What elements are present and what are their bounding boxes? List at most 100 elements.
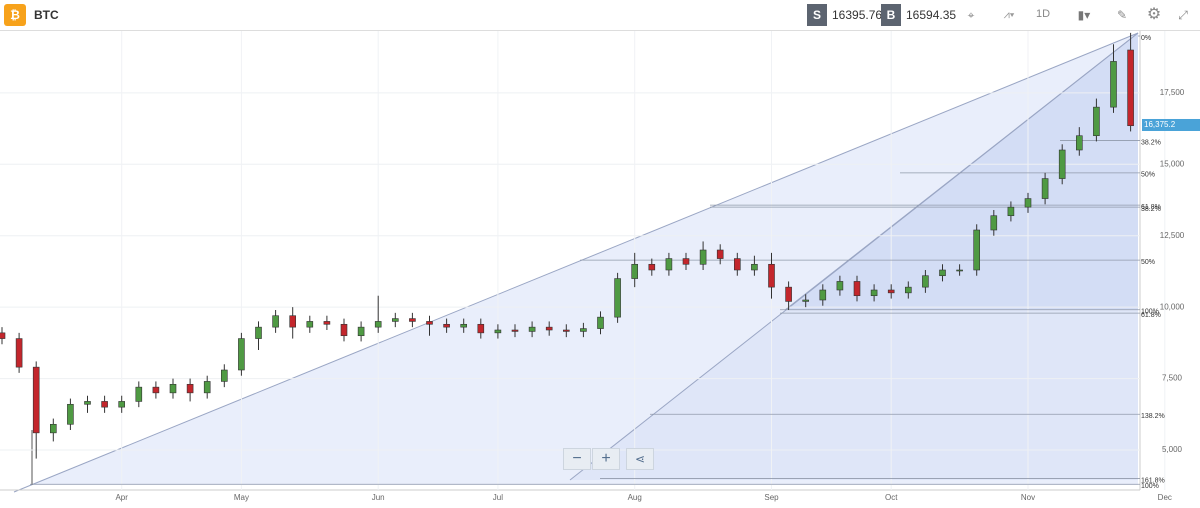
candle-body bbox=[939, 269, 946, 277]
x-tick-label: Oct bbox=[885, 493, 898, 502]
candle-body bbox=[1076, 135, 1083, 151]
fib-label: 61.8% bbox=[1141, 312, 1161, 319]
interval[interactable]: 1D bbox=[1036, 8, 1051, 20]
coin-icon: ₿ bbox=[4, 4, 26, 26]
fib bbox=[30, 35, 1140, 485]
candle-body bbox=[84, 401, 91, 405]
zoom-out-button[interactable]: − bbox=[563, 448, 591, 470]
candle-body bbox=[597, 316, 604, 329]
candle-body bbox=[751, 263, 758, 271]
candle-body bbox=[135, 386, 143, 402]
sell-price[interactable]: 16395.76 bbox=[832, 8, 883, 22]
share-button[interactable]: ⋖ bbox=[626, 448, 654, 470]
candle-body bbox=[819, 289, 827, 301]
fib-label: 161.8% bbox=[1141, 477, 1165, 484]
fib-label: 138.2% bbox=[1141, 413, 1165, 420]
x-tick-label: Jul bbox=[493, 493, 503, 502]
fib-label: 38.2% bbox=[1141, 206, 1161, 213]
x-tick-label: Dec bbox=[1158, 493, 1172, 502]
candle-body bbox=[391, 318, 399, 322]
candle-body bbox=[665, 258, 673, 271]
fib-label: 0% bbox=[1141, 35, 1151, 42]
candle-body bbox=[460, 323, 468, 328]
fib-label: 61.8% bbox=[1141, 204, 1161, 211]
candle-body bbox=[357, 326, 365, 337]
candle-body bbox=[802, 299, 810, 302]
candle-body bbox=[631, 263, 639, 279]
candle-body bbox=[238, 338, 245, 371]
candle-body bbox=[374, 321, 382, 328]
candle-body bbox=[956, 269, 963, 272]
candle-body bbox=[1110, 61, 1117, 108]
zoom-in-button[interactable]: + bbox=[592, 448, 620, 470]
candle-body bbox=[0, 332, 6, 339]
candles bbox=[0, 32, 1134, 459]
x-tick-label: Jun bbox=[372, 493, 385, 502]
candle-body bbox=[67, 403, 74, 425]
sell-label[interactable]: S bbox=[807, 4, 827, 26]
candle-body bbox=[528, 326, 536, 332]
candle-body bbox=[1041, 178, 1049, 199]
candle-body bbox=[545, 326, 553, 331]
buy-label[interactable]: B bbox=[881, 4, 901, 26]
candle-body bbox=[1058, 149, 1066, 179]
candle-body bbox=[562, 329, 570, 332]
y-tick-label: 15,000 bbox=[1160, 159, 1185, 168]
candle-body bbox=[477, 323, 485, 334]
candle-body bbox=[409, 318, 416, 322]
fan-line bbox=[784, 32, 1139, 311]
candle-body bbox=[614, 278, 621, 318]
candle-body bbox=[272, 315, 279, 328]
fib-label: 100% bbox=[1141, 309, 1159, 316]
candle-body bbox=[733, 258, 741, 271]
fullscreen-button[interactable]: ⤢ bbox=[1178, 8, 1188, 22]
candle-body bbox=[836, 281, 844, 291]
candle-body bbox=[101, 401, 108, 408]
candle-body bbox=[904, 286, 912, 294]
candle-body bbox=[15, 338, 23, 368]
price-tag bbox=[1142, 118, 1200, 131]
labels: 5,000 7,500 10,000 12,500 15,000 17,500 Apr May… bbox=[115, 35, 1200, 502]
x-tick-label: May bbox=[234, 493, 249, 502]
candle-body bbox=[1093, 106, 1100, 137]
x-tick-label: Apr bbox=[115, 493, 128, 502]
candle-body bbox=[118, 401, 125, 408]
buy-price[interactable]: 16594.35 bbox=[906, 8, 957, 22]
candle-body bbox=[49, 423, 57, 434]
candle-body bbox=[511, 329, 519, 332]
candle-body bbox=[716, 249, 724, 259]
candle-body bbox=[768, 263, 775, 288]
candle-body bbox=[426, 321, 433, 325]
x-tick-label: Sep bbox=[764, 493, 779, 502]
y-tick-label: 7,500 bbox=[1162, 374, 1183, 383]
symbol: BTC bbox=[34, 8, 59, 22]
draw-button[interactable]: ✎ bbox=[1116, 8, 1128, 22]
candle-body bbox=[203, 381, 211, 394]
candle-body bbox=[221, 369, 228, 382]
candle-body bbox=[340, 323, 348, 337]
fib-label: 50% bbox=[1141, 259, 1155, 266]
settings-button[interactable]: ⚙ bbox=[1146, 6, 1162, 23]
y-tick-label: 17,500 bbox=[1160, 88, 1185, 97]
candle-body bbox=[152, 386, 160, 394]
candle-body bbox=[306, 321, 314, 328]
candle-body bbox=[186, 383, 194, 394]
header: ₿ BTC S 16395.76 B 16594.35 ⌖ ⩘▾ 1D ▮▾ ✎… bbox=[0, 0, 1200, 31]
crosshair-button[interactable]: ⌖ bbox=[967, 8, 975, 22]
candle-body bbox=[255, 326, 262, 339]
candle-body bbox=[870, 289, 878, 297]
chart-type-button[interactable]: ⩘▾ bbox=[1003, 9, 1015, 21]
candle-body bbox=[922, 275, 929, 288]
fib-label: 38.2% bbox=[1141, 139, 1161, 146]
y-tick-label: 10,000 bbox=[1160, 302, 1185, 311]
candle-body bbox=[887, 289, 895, 294]
fan-line bbox=[13, 32, 1139, 493]
y-tick-label: 5,000 bbox=[1162, 445, 1183, 454]
y-tick-label: 12,500 bbox=[1160, 231, 1185, 240]
candle-body bbox=[973, 229, 981, 271]
price-tag-label: 16,375.2 bbox=[1144, 120, 1176, 129]
candles-button[interactable]: ▮▾ bbox=[1077, 8, 1091, 22]
candle-body bbox=[323, 321, 331, 325]
